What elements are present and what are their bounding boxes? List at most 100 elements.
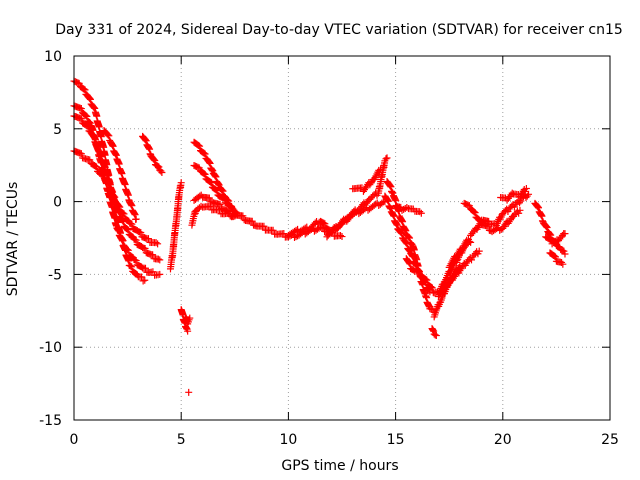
data-point <box>449 272 457 280</box>
data-point <box>406 234 414 242</box>
data-point <box>432 332 440 340</box>
data-point <box>86 156 94 164</box>
data-point <box>561 230 569 238</box>
data-point <box>201 150 209 158</box>
plot-frame <box>73 55 611 421</box>
data-point <box>543 224 551 232</box>
data-point <box>195 164 203 172</box>
data-point <box>465 202 473 210</box>
data-point <box>115 202 123 210</box>
data-point <box>416 208 424 216</box>
data-point <box>417 209 425 217</box>
data-point <box>206 159 214 167</box>
data-point <box>156 270 164 278</box>
data-point <box>484 222 492 230</box>
data-point <box>260 222 268 230</box>
data-point <box>118 236 126 244</box>
data-point <box>137 229 145 237</box>
data-point <box>81 86 89 94</box>
data-point <box>516 206 524 214</box>
axis-ticks <box>73 55 611 421</box>
data-point <box>82 112 90 120</box>
y-tick-label: 0 <box>53 195 62 211</box>
data-point <box>200 149 208 157</box>
x-axis-label: GPS time / hours <box>281 458 398 474</box>
data-point <box>471 209 479 217</box>
data-point <box>387 183 395 191</box>
data-point <box>186 314 194 322</box>
data-point <box>248 217 256 225</box>
data-point <box>208 166 216 174</box>
data-point <box>105 180 113 188</box>
data-point <box>83 122 91 130</box>
data-point <box>522 184 530 192</box>
data-point <box>93 163 101 171</box>
data-point <box>402 239 410 247</box>
data-point <box>377 166 385 174</box>
data-point <box>476 217 484 225</box>
y-tick-label: 10 <box>44 49 62 65</box>
data-points <box>70 77 569 396</box>
data-point <box>239 212 247 220</box>
data-point <box>141 136 149 144</box>
data-point <box>211 172 219 180</box>
data-point <box>196 142 204 150</box>
data-point <box>91 162 99 170</box>
data-point <box>321 220 329 228</box>
data-point <box>195 142 203 150</box>
x-tick-label: 15 <box>387 432 405 448</box>
data-point <box>382 155 390 163</box>
y-tick-label: -10 <box>39 340 62 356</box>
data-point <box>77 115 85 123</box>
data-point <box>104 179 112 187</box>
data-point <box>115 227 123 235</box>
data-point <box>111 193 119 201</box>
data-point <box>114 226 122 234</box>
data-point <box>132 257 140 265</box>
data-point <box>77 105 85 113</box>
data-point <box>132 236 140 244</box>
data-point <box>75 79 83 87</box>
data-point <box>90 104 98 112</box>
data-point <box>124 226 132 234</box>
data-point <box>107 187 115 195</box>
data-point <box>123 225 131 233</box>
data-point <box>154 240 162 248</box>
data-point <box>83 112 91 120</box>
data-point <box>411 267 419 275</box>
data-point <box>212 186 220 194</box>
y-tick-label: 5 <box>53 122 62 138</box>
data-point <box>546 235 554 243</box>
data-point <box>280 230 288 238</box>
data-point <box>207 178 215 186</box>
data-point <box>561 250 569 258</box>
data-point <box>219 187 227 195</box>
data-point <box>84 122 92 130</box>
data-point <box>81 111 89 119</box>
data-point <box>269 226 277 234</box>
data-point <box>77 150 85 158</box>
y-tick-label: -5 <box>48 267 62 283</box>
data-point <box>228 202 236 210</box>
data-point <box>123 246 131 254</box>
data-point <box>141 276 149 284</box>
data-point <box>220 194 228 202</box>
data-point <box>157 167 165 175</box>
data-point <box>144 235 152 243</box>
data-point <box>208 179 216 187</box>
data-point <box>201 170 209 178</box>
data-point <box>534 203 542 211</box>
data-point <box>388 188 396 196</box>
data-point <box>403 203 411 211</box>
data-point <box>406 260 414 268</box>
data-point <box>551 252 559 260</box>
data-point <box>423 276 431 284</box>
data-point <box>138 273 146 281</box>
data-point <box>521 187 529 195</box>
data-point <box>127 262 135 270</box>
data-point <box>142 137 150 145</box>
data-point <box>105 132 113 140</box>
y-tick-label: -15 <box>39 413 62 429</box>
data-point <box>383 154 391 162</box>
